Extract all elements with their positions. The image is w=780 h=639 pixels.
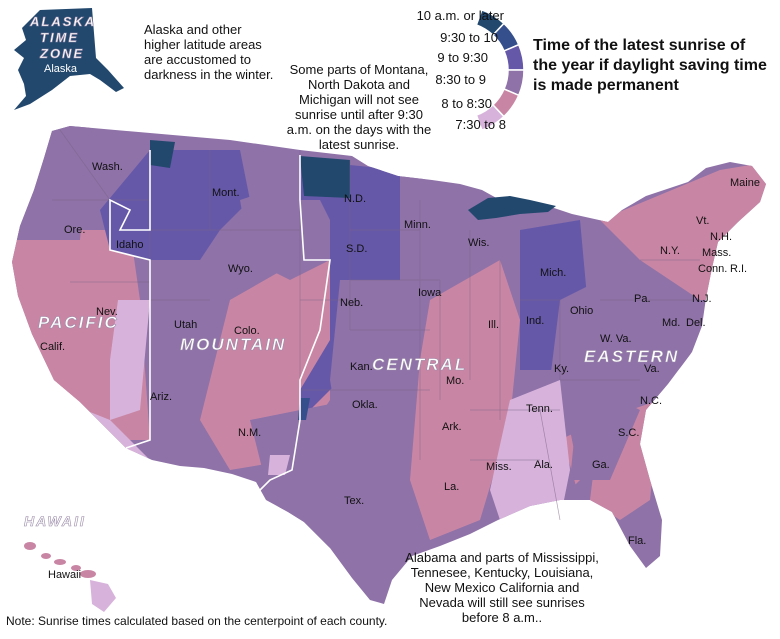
label-colo: Colo. (234, 325, 260, 337)
map-title: Time of the latest sunrise of the year i… (533, 37, 767, 94)
legend-arc (475, 8, 525, 132)
label-tex: Tex. (344, 495, 364, 507)
legend-label-1: 9:30 to 10 (440, 30, 498, 45)
label-fla: Fla. (628, 535, 646, 547)
alaska-annotation: Alaska and other higher latitude areas a… (144, 22, 274, 82)
label-iowa: Iowa (418, 287, 442, 299)
label-mass: Mass. (702, 247, 731, 259)
label-vt: Vt. (696, 215, 709, 227)
label-ore: Ore. (64, 224, 85, 236)
label-pa: Pa. (634, 293, 651, 305)
label-conn: Conn. (698, 263, 727, 275)
label-nh: N.H. (710, 231, 732, 243)
label-ga: Ga. (592, 459, 610, 471)
label-okla: Okla. (352, 399, 378, 411)
zone-labels: ALASKA TIME ZONE PACIFIC MOUNTAIN CENTRA… (24, 14, 679, 530)
label-nd: N.D. (344, 193, 366, 205)
label-ky: Ky. (554, 363, 569, 375)
time-zone-lines (109, 150, 331, 493)
legend-label-0: 10 a.m. or later (416, 8, 504, 23)
michigan-upper-peninsula (468, 196, 556, 220)
zone-hawaii: HAWAII (24, 513, 86, 529)
label-ind: Ind. (526, 315, 544, 327)
label-md: Md. (662, 317, 680, 329)
label-kan: Kan. (350, 361, 373, 373)
alaska-shape (14, 8, 124, 110)
legend-label-5: 7:30 to 8 (455, 117, 506, 132)
label-idaho: Idaho (116, 239, 144, 251)
label-alaska: Alaska (44, 63, 78, 75)
legend-swatch-5 (475, 103, 505, 132)
hawaii-shape (24, 542, 116, 612)
label-nj: N.J. (692, 293, 712, 305)
label-utah: Utah (174, 319, 197, 331)
label-wva: W. Va. (600, 333, 632, 345)
montana-annotation: Some parts of Montana, North Dakota and … (286, 62, 432, 152)
label-ri: R.I. (730, 263, 747, 275)
label-ariz: Ariz. (150, 391, 172, 403)
state-labels: Wash. Ore. Calif. Nev. Idaho Mont. Wyo. … (40, 63, 760, 581)
label-ill: Ill. (488, 319, 499, 331)
label-calif: Calif. (40, 341, 65, 353)
zone-central: CENTRAL (372, 355, 467, 374)
label-nc: N.C. (640, 395, 662, 407)
label-nm: N.M. (238, 427, 261, 439)
label-sd: S.D. (346, 243, 367, 255)
alabama-annotation: Alabama and parts of Mississippi, Tennes… (405, 550, 599, 625)
label-la: La. (444, 481, 459, 493)
zone-alaska-3: ZONE (39, 46, 84, 61)
label-va: Va. (644, 363, 660, 375)
zone-mountain: MOUNTAIN (180, 335, 286, 354)
legend-label-4: 8 to 8:30 (441, 96, 492, 111)
zone-pacific: PACIFIC (38, 313, 119, 332)
label-minn: Minn. (404, 219, 431, 231)
legend-label-2: 9 to 9:30 (437, 50, 488, 65)
label-neb: Neb. (340, 297, 363, 309)
label-del: Del. (686, 317, 706, 329)
label-tenn: Tenn. (526, 403, 553, 415)
label-sc: S.C. (618, 427, 639, 439)
label-wyo: Wyo. (228, 263, 253, 275)
zone-alaska-2: TIME (40, 30, 79, 45)
label-wash: Wash. (92, 161, 123, 173)
label-nev: Nev. (96, 306, 118, 318)
label-miss: Miss. (486, 461, 512, 473)
label-hawaii: Hawaii (48, 569, 81, 581)
legend-label-3: 8:30 to 9 (435, 72, 486, 87)
label-ohio: Ohio (570, 305, 593, 317)
label-mont: Mont. (212, 187, 240, 199)
footnote: Note: Sunrise times calculated based on … (6, 614, 388, 628)
label-mo: Mo. (446, 375, 464, 387)
label-ala: Ala. (534, 459, 553, 471)
label-maine: Maine (730, 177, 760, 189)
label-ny: N.Y. (660, 245, 680, 257)
label-ark: Ark. (442, 421, 462, 433)
label-mich: Mich. (540, 267, 566, 279)
zone-alaska-1: ALASKA (29, 14, 96, 29)
label-wis: Wis. (468, 237, 489, 249)
zone-eastern: EASTERN (584, 347, 679, 366)
